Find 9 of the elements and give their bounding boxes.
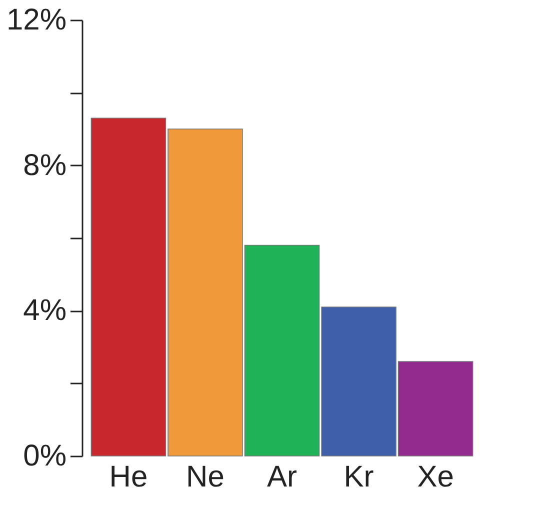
x-tick-label: Ne [186,460,224,494]
x-tick-label: He [109,460,148,494]
y-tick-label: 12% [6,4,66,36]
x-tick-label: Xe [417,460,454,494]
y-tick-label: 8% [23,148,66,182]
x-tick-label: Ar [267,460,298,494]
x-tick-label: Kr [344,460,374,494]
y-tick-label: 4% [23,294,66,328]
y-tick-label: 0% [23,440,66,472]
